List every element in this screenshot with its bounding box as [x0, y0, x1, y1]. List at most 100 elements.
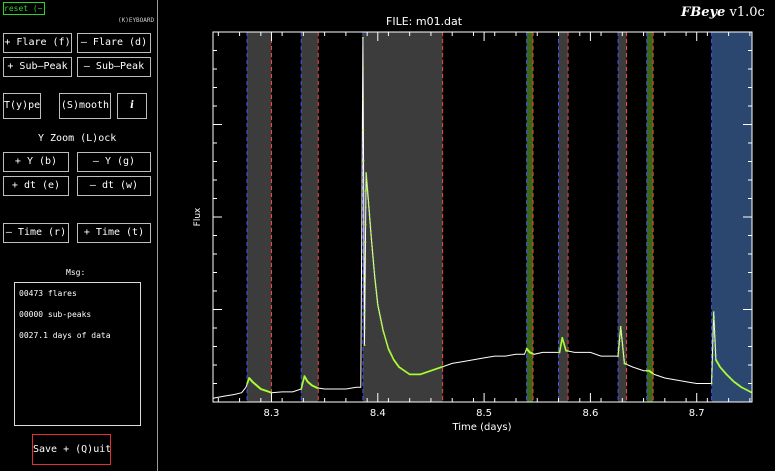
flare-point [712, 325, 715, 328]
add-subpeak-button[interactable]: + Sub–Peak [3, 57, 72, 77]
flare-point [405, 371, 408, 373]
flare-point [560, 339, 563, 342]
flare-point [417, 373, 419, 376]
y-plus-button[interactable]: + Y (b) [3, 152, 69, 172]
remove-subpeak-button[interactable]: – Sub–Peak [77, 57, 151, 77]
flare-point [714, 344, 717, 347]
flare-point [619, 326, 622, 328]
flare-point [746, 389, 749, 392]
flare-point [711, 347, 714, 349]
flare-point [366, 190, 369, 192]
x-tick-label: 8.5 [476, 408, 492, 419]
flare-point [418, 373, 421, 376]
message-line: 0027.1 days of data [19, 331, 111, 340]
flare-point [618, 343, 620, 346]
flare-region[interactable] [526, 32, 533, 402]
flare-point [622, 347, 624, 350]
smooth-button[interactable]: (S)mooth [59, 93, 111, 119]
flare-point [439, 366, 442, 369]
flare-point [364, 241, 367, 243]
remove-flare-button[interactable]: – Flare (d) [77, 33, 151, 53]
flare-point [391, 355, 393, 358]
flare-point [559, 345, 562, 348]
flare-point [713, 330, 716, 332]
flare-point [389, 352, 392, 354]
app-brand: FBeye [681, 5, 726, 20]
flare-point [371, 249, 374, 251]
save-quit-button[interactable]: Save + (Q)uit [32, 434, 111, 465]
flare-point [373, 267, 375, 270]
flare-point [364, 206, 367, 209]
keyboard-label[interactable]: (K)EYBOARD [118, 17, 155, 24]
flare-point [381, 324, 383, 327]
x-tick-label: 8.3 [264, 408, 280, 419]
flare-point [372, 260, 375, 262]
flare-point [375, 289, 377, 291]
flare-point [562, 339, 564, 342]
flare-point [365, 179, 368, 182]
flare-point [714, 339, 716, 342]
flare-point [363, 221, 365, 223]
flare-point [369, 230, 372, 232]
flare-point [374, 283, 377, 286]
flare-point [711, 354, 714, 356]
flare-point [623, 358, 625, 361]
x-tick-label: 8.7 [689, 408, 705, 419]
flare-point [712, 339, 714, 342]
flare-point [563, 343, 565, 345]
flare-point [370, 238, 373, 240]
flare-point [434, 368, 436, 371]
flare-point [387, 347, 390, 350]
dt-plus-button[interactable]: + dt (e) [3, 176, 69, 196]
info-button[interactable]: i [117, 93, 147, 119]
flare-point [247, 379, 250, 381]
flare-point [378, 311, 381, 314]
flare-point [425, 371, 428, 373]
flare-point [711, 361, 714, 363]
flare-point [301, 385, 303, 388]
flare-point [247, 380, 249, 383]
flare-point [362, 98, 365, 100]
flare-point [624, 362, 627, 365]
flare-point [367, 195, 369, 197]
dt-minus-button[interactable]: – dt (w) [77, 176, 151, 196]
flare-point [564, 345, 566, 348]
flare-point [369, 222, 371, 224]
flare-point [378, 309, 380, 311]
flare-point [375, 286, 377, 289]
flare-point [625, 363, 627, 365]
time-minus-button[interactable]: – Time (r) [3, 223, 69, 243]
message-heading: Msg: [66, 268, 86, 277]
flare-point [247, 379, 249, 382]
flare-point [409, 373, 412, 376]
flare-region[interactable] [646, 32, 654, 402]
flare-point [368, 214, 371, 216]
flare-point [712, 311, 715, 313]
flare-point [391, 356, 394, 359]
flare-point [422, 372, 425, 375]
type-button[interactable]: T(y)pe [3, 93, 41, 119]
flare-region[interactable] [362, 32, 443, 402]
flare-point [401, 368, 404, 371]
flare-point [369, 218, 371, 220]
flare-point [362, 36, 364, 39]
time-plus-button[interactable]: + Time (t) [77, 223, 151, 243]
flare-region[interactable] [558, 32, 569, 402]
flux-line [212, 37, 753, 399]
flare-point [375, 292, 378, 294]
flare-point [710, 382, 713, 385]
flare-point [377, 306, 380, 309]
flare-region[interactable] [618, 32, 627, 402]
flare-point [419, 373, 422, 376]
flare-region[interactable] [247, 32, 272, 402]
y-minus-button[interactable]: – Y (g) [77, 152, 151, 172]
reset-button[interactable]: reset (~) [3, 2, 45, 15]
flare-point [566, 349, 568, 352]
add-flare-button[interactable]: + Flare (f) [3, 33, 72, 53]
flare-point [431, 369, 433, 372]
flare-point [383, 333, 385, 335]
flare-region[interactable] [301, 32, 319, 402]
yzoom-lock-label[interactable]: Y Zoom (L)ock [38, 133, 117, 144]
axis-ticks: 8.3 8.4 8.5 8.6 8.7 [213, 32, 752, 419]
